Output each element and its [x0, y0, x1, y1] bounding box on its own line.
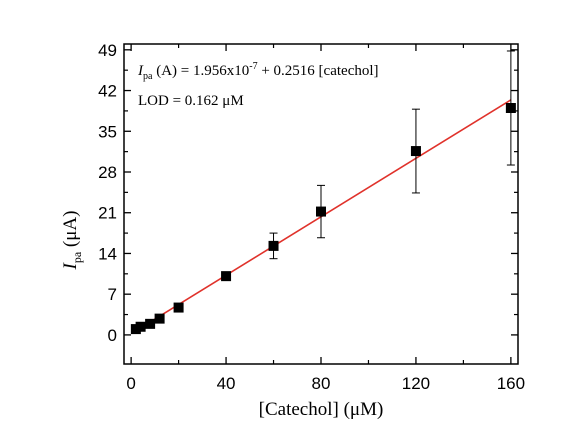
x-axis-title: [Catechol] (μM): [259, 399, 384, 420]
data-points: [130, 50, 516, 335]
lod-annotation: LOD = 0.162 μM: [138, 93, 244, 109]
x-tick-label: 0: [126, 374, 135, 393]
y-axis-title-main: I: [60, 261, 81, 270]
equation-sub: pa: [143, 71, 153, 82]
data-point: [173, 302, 184, 313]
equation-italic: I: [137, 63, 144, 79]
plot-frame: [123, 43, 519, 365]
data-point: [268, 240, 279, 251]
y-axis-title-unit: (μA): [60, 211, 81, 252]
data-point: [221, 271, 232, 282]
x-tick-label: 80: [312, 374, 331, 393]
equation-mid: (A) = 1.956x10: [152, 63, 249, 79]
data-point: [316, 206, 326, 217]
axis-ticks: 0 40 80 120 160 0 7 14 21 28 35 42 49: [98, 41, 525, 393]
y-tick-label: 21: [98, 204, 117, 223]
y-tick-label: 49: [98, 41, 117, 60]
x-tick-label: 160: [497, 374, 525, 393]
y-axis-title: Ipa (μA): [60, 211, 84, 271]
data-point: [135, 321, 146, 332]
data-point: [410, 146, 421, 157]
data-point: [505, 103, 516, 113]
x-tick-label: 120: [402, 374, 430, 393]
data-point: [145, 318, 156, 329]
y-tick-label: 35: [98, 122, 117, 141]
y-tick-label: 28: [98, 163, 117, 182]
equation-sup: -7: [249, 61, 257, 72]
y-tick-label: 7: [108, 285, 117, 304]
y-tick-label: 14: [98, 244, 117, 263]
y-tick-label: 42: [98, 82, 117, 101]
y-tick-label: 0: [108, 326, 117, 345]
x-tick-label: 40: [217, 374, 236, 393]
equation-annotation: Ipa (A) = 1.956x10-7 + 0.2516 [catechol]: [137, 61, 379, 82]
y-axis-title-sub: pa: [70, 251, 84, 263]
data-point: [154, 313, 165, 324]
equation-tail: + 0.2516 [catechol]: [258, 63, 379, 79]
